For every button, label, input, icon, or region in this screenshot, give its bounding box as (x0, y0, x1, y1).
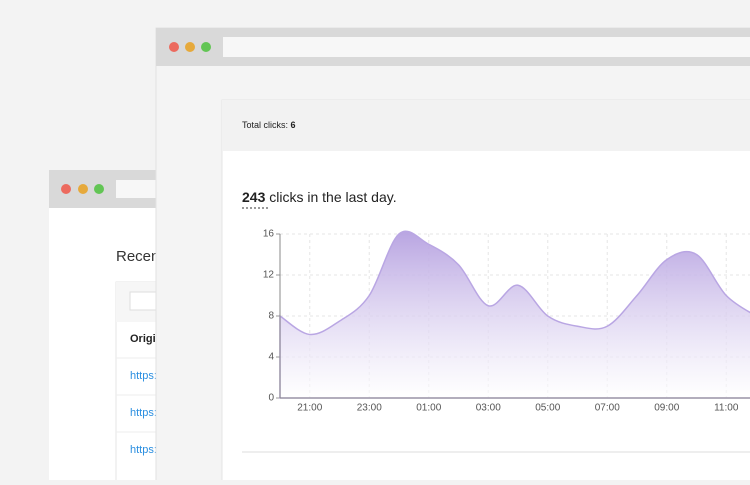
link[interactable]: https: (130, 444, 157, 456)
y-tick-label: 0 (268, 393, 274, 404)
x-tick-label: 05:00 (535, 403, 560, 414)
y-tick-label: 4 (268, 352, 274, 363)
y-tick-label: 8 (268, 311, 274, 322)
minimize-dot[interactable] (78, 184, 88, 194)
link[interactable]: https: (130, 407, 157, 419)
maximize-dot[interactable] (94, 184, 104, 194)
x-tick-label: 09:00 (654, 403, 679, 414)
close-dot[interactable] (169, 42, 179, 52)
summary-text: clicks in the last day. (269, 189, 396, 205)
x-tick-label: 01:00 (416, 403, 441, 414)
summary: 243 clicks in the last day. (242, 189, 397, 205)
link[interactable]: https: (130, 370, 157, 382)
area (279, 230, 750, 399)
x-tick-label: 03:00 (476, 403, 501, 414)
url-bar[interactable] (223, 37, 750, 57)
total-label-text: Total clicks: (242, 120, 288, 130)
close-dot[interactable] (61, 184, 71, 194)
x-tick-label: 23:00 (357, 403, 382, 414)
summary-count: 243 (242, 189, 266, 205)
y-tick-label: 12 (263, 270, 275, 281)
front-window: Total clicks: 6 243 clicks in the last d… (155, 27, 750, 485)
chart: 0 4 8 12 16 21:00 23:00 01:00 03:00 05:00 07:00 09:… (263, 229, 750, 414)
total-label: Total clicks: 6 (242, 120, 296, 130)
maximize-dot[interactable] (201, 42, 211, 52)
heading: Recen (116, 248, 159, 265)
minimize-dot[interactable] (185, 42, 195, 52)
x-tick-label: 21:00 (297, 403, 322, 414)
column-header: Origi (130, 333, 156, 345)
total-value: 6 (291, 120, 296, 130)
x-tick-label: 11:00 (714, 403, 739, 414)
card-header (222, 100, 750, 151)
y-tick-label: 16 (263, 229, 275, 240)
x-tick-label: 07:00 (595, 403, 620, 414)
